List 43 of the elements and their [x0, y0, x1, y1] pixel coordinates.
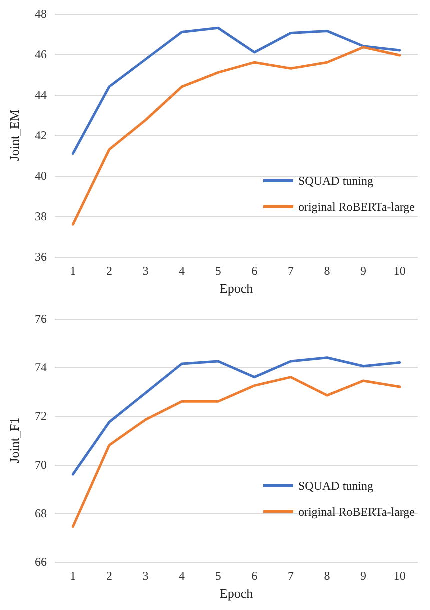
- y-tick-label: 70: [35, 458, 47, 472]
- x-tick-label: 3: [142, 264, 149, 278]
- x-tick-label: 1: [70, 264, 76, 278]
- y-tick-label: 76: [35, 312, 47, 326]
- y-tick-label: 72: [35, 409, 47, 424]
- x-tick-label: 8: [324, 569, 330, 583]
- x-tick-label: 9: [360, 569, 367, 583]
- legend-label: original RoBERTa-large: [298, 505, 416, 519]
- x-tick-label: 10: [394, 569, 406, 583]
- x-tick-label: 2: [106, 569, 112, 583]
- x-tick-label: 8: [324, 264, 330, 278]
- y-tick-label: 48: [35, 7, 47, 21]
- y-tick-label: 42: [35, 128, 47, 142]
- y-tick-label: 68: [35, 506, 47, 520]
- legend-label: SQUAD tuning: [298, 174, 374, 188]
- y-tick-label: 66: [35, 555, 47, 569]
- x-tick-label: 6: [252, 264, 258, 278]
- y-tick-label: 44: [35, 88, 47, 102]
- y-tick-label: 46: [35, 48, 47, 62]
- y-tick-label: 74: [35, 360, 47, 375]
- x-tick-label: 5: [215, 569, 222, 583]
- x-tick-label: 6: [252, 569, 258, 583]
- x-axis-title: Epoch: [220, 586, 254, 601]
- y-axis-title: Joint_F1: [7, 418, 22, 464]
- line-series: [72, 26, 402, 155]
- legend-label: SQUAD tuning: [298, 479, 374, 493]
- y-tick-label: 38: [35, 210, 47, 224]
- legend-label: original RoBERTa-large: [298, 200, 416, 214]
- x-tick-label: 5: [215, 264, 222, 278]
- x-tick-label: 9: [360, 264, 367, 278]
- x-axis-title: Epoch: [220, 280, 254, 296]
- y-tick-label: 36: [35, 250, 47, 264]
- line-series: [72, 356, 402, 476]
- x-tick-label: 2: [106, 264, 112, 278]
- x-tick-label: 7: [288, 569, 294, 583]
- x-tick-label: 4: [179, 569, 186, 583]
- x-tick-label: 10: [394, 264, 406, 278]
- y-axis-title: Joint_EM: [7, 109, 22, 162]
- x-tick-label: 7: [288, 264, 294, 278]
- y-tick-label: 40: [35, 169, 47, 183]
- x-tick-label: 4: [179, 264, 186, 278]
- x-tick-label: 3: [142, 569, 149, 583]
- x-tick-label: 1: [70, 569, 76, 583]
